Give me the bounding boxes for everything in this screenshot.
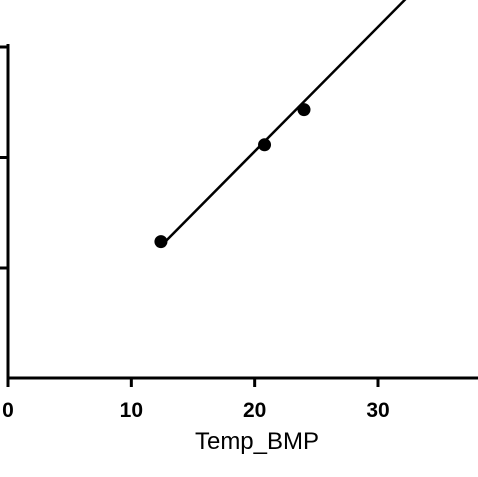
x-tick-label: 0 (2, 399, 14, 422)
data-points (154, 103, 311, 249)
regression-line-group (160, 0, 407, 247)
data-point (258, 138, 272, 152)
x-tick-label: 30 (366, 399, 389, 422)
x-tick-label: 10 (120, 399, 143, 422)
data-point (154, 235, 168, 249)
x-axis-ticks: 0 10 20 30 (2, 378, 390, 422)
data-point (297, 103, 311, 117)
axes (0, 44, 478, 380)
x-tick-label: 20 (243, 399, 266, 422)
x-axis-title: Temp_BMP (195, 428, 319, 455)
regression-line (160, 0, 407, 247)
